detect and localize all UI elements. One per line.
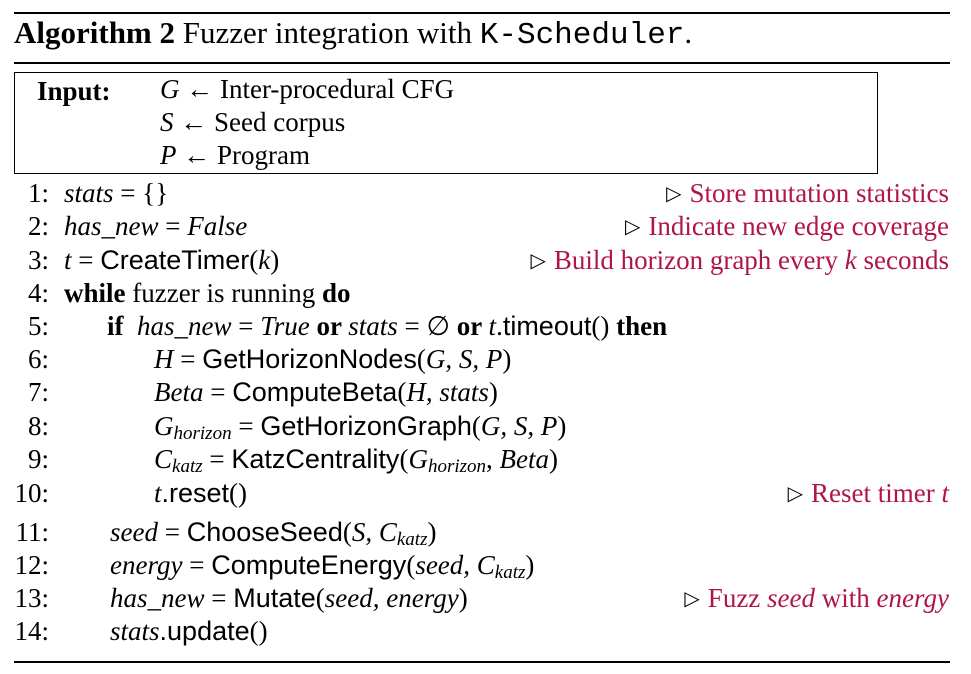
algorithm-title: Algorithm 2 Fuzzer integration with K-Sc… <box>14 14 692 55</box>
input-var: S <box>160 107 174 137</box>
title-name: K-Scheduler <box>479 18 685 53</box>
left-arrow-icon: ← <box>180 107 208 137</box>
input-box: Input: G ← Inter-procedural CFG S ← Seed… <box>14 72 878 174</box>
algo-line-1: 1: stats = {} ▷ Store mutation statistics <box>0 177 971 210</box>
line-number: 3: <box>27 245 49 275</box>
algo-line-5: 5: if has_new = True or stats = ∅ or t.t… <box>0 310 971 343</box>
line-comment: ▷ Fuzz seed with energy <box>684 583 949 613</box>
left-arrow-icon: ← <box>186 74 214 104</box>
line-comment: ▷ Build horizon graph every k seconds <box>530 245 949 275</box>
algo-line-14: 14: stats.update() <box>0 615 971 648</box>
input-desc: Inter-procedural CFG <box>220 74 455 104</box>
line-code: while fuzzer is running do <box>64 278 351 308</box>
algo-line-6: 6: H = GetHorizonNodes(G, S, P) <box>0 343 971 376</box>
line-code: t = CreateTimer(k) <box>64 245 280 275</box>
line-code: seed = ChooseSeed(S, Ckatz) <box>110 517 437 550</box>
bottom-rule <box>14 661 950 663</box>
line-code: H = GetHorizonNodes(G, S, P) <box>154 344 512 374</box>
line-number: 10: <box>14 478 49 508</box>
line-number: 12: <box>14 550 49 580</box>
input-row-s: S ← Seed corpus <box>160 106 345 139</box>
input-label: Input: <box>37 76 111 106</box>
line-code: if has_new = True or stats = ∅ or t.time… <box>107 311 668 341</box>
left-arrow-icon: ← <box>183 140 211 170</box>
input-desc: Seed corpus <box>214 107 346 137</box>
algo-line-9: 9: Ckatz = KatzCentrality(Ghorizon, Beta… <box>0 443 971 476</box>
input-desc: Program <box>217 140 310 170</box>
triangle-icon: ▷ <box>684 588 700 610</box>
line-code: stats.update() <box>110 616 268 646</box>
line-code: Ckatz = KatzCentrality(Ghorizon, Beta) <box>154 444 558 477</box>
line-number: 8: <box>27 411 49 441</box>
line-comment: ▷ Store mutation statistics <box>666 178 949 208</box>
triangle-icon: ▷ <box>530 250 546 272</box>
line-comment: ▷ Indicate new edge coverage <box>625 211 949 241</box>
algo-line-4: 4: while fuzzer is running do <box>0 277 971 310</box>
title-period: . <box>684 15 693 50</box>
input-var: G <box>160 74 180 104</box>
algorithm-label: Algorithm 2 <box>14 15 176 50</box>
triangle-icon: ▷ <box>787 483 804 505</box>
line-number: 4: <box>27 278 49 308</box>
line-number: 5: <box>27 311 49 341</box>
line-code: stats = {} <box>64 178 169 208</box>
algo-line-2: 2: has_new = False ▷ Indicate new edge co… <box>0 210 971 243</box>
line-code: Beta = ComputeBeta(H, stats) <box>154 377 498 407</box>
algo-line-13: 13: has_new = Mutate(seed, energy) ▷ Fuzz… <box>0 582 971 615</box>
algo-line-10: 10: t.reset() ▷ Reset timer t <box>0 477 971 510</box>
line-code: has_new = Mutate(seed, energy) <box>110 583 468 613</box>
algo-line-11: 11: seed = ChooseSeed(S, Ckatz) <box>0 516 971 549</box>
line-number: 14: <box>14 616 49 646</box>
algo-line-7: 7: Beta = ComputeBeta(H, stats) <box>0 376 971 409</box>
algo-line-12: 12: energy = ComputeEnergy(seed, Ckatz) <box>0 549 971 582</box>
line-code: has_new = False <box>64 211 248 241</box>
line-number: 9: <box>27 444 49 474</box>
line-number: 11: <box>15 517 50 547</box>
line-comment: ▷ Reset timer t <box>787 478 949 508</box>
triangle-icon: ▷ <box>625 216 641 238</box>
triangle-icon: ▷ <box>666 183 682 205</box>
top-rule <box>14 12 950 14</box>
line-number: 2: <box>27 211 49 241</box>
line-code: energy = ComputeEnergy(seed, Ckatz) <box>110 550 535 583</box>
algo-line-8: 8: Ghorizon = GetHorizonGraph(G, S, P) <box>0 410 971 443</box>
line-number: 13: <box>14 583 49 613</box>
line-number: 7: <box>27 377 49 407</box>
line-code: t.reset() <box>154 478 248 508</box>
title-rule <box>14 62 950 64</box>
input-row-g: G ← Inter-procedural CFG <box>160 73 454 106</box>
line-number: 6: <box>27 344 49 374</box>
input-var: P <box>160 140 177 170</box>
algo-line-3: 3: t = CreateTimer(k) ▷ Build horizon gra… <box>0 244 971 277</box>
input-row-p: P ← Program <box>160 139 310 172</box>
line-number: 1: <box>27 178 49 208</box>
title-text: Fuzzer integration with <box>182 15 473 50</box>
line-code: Ghorizon = GetHorizonGraph(G, S, P) <box>154 411 567 444</box>
